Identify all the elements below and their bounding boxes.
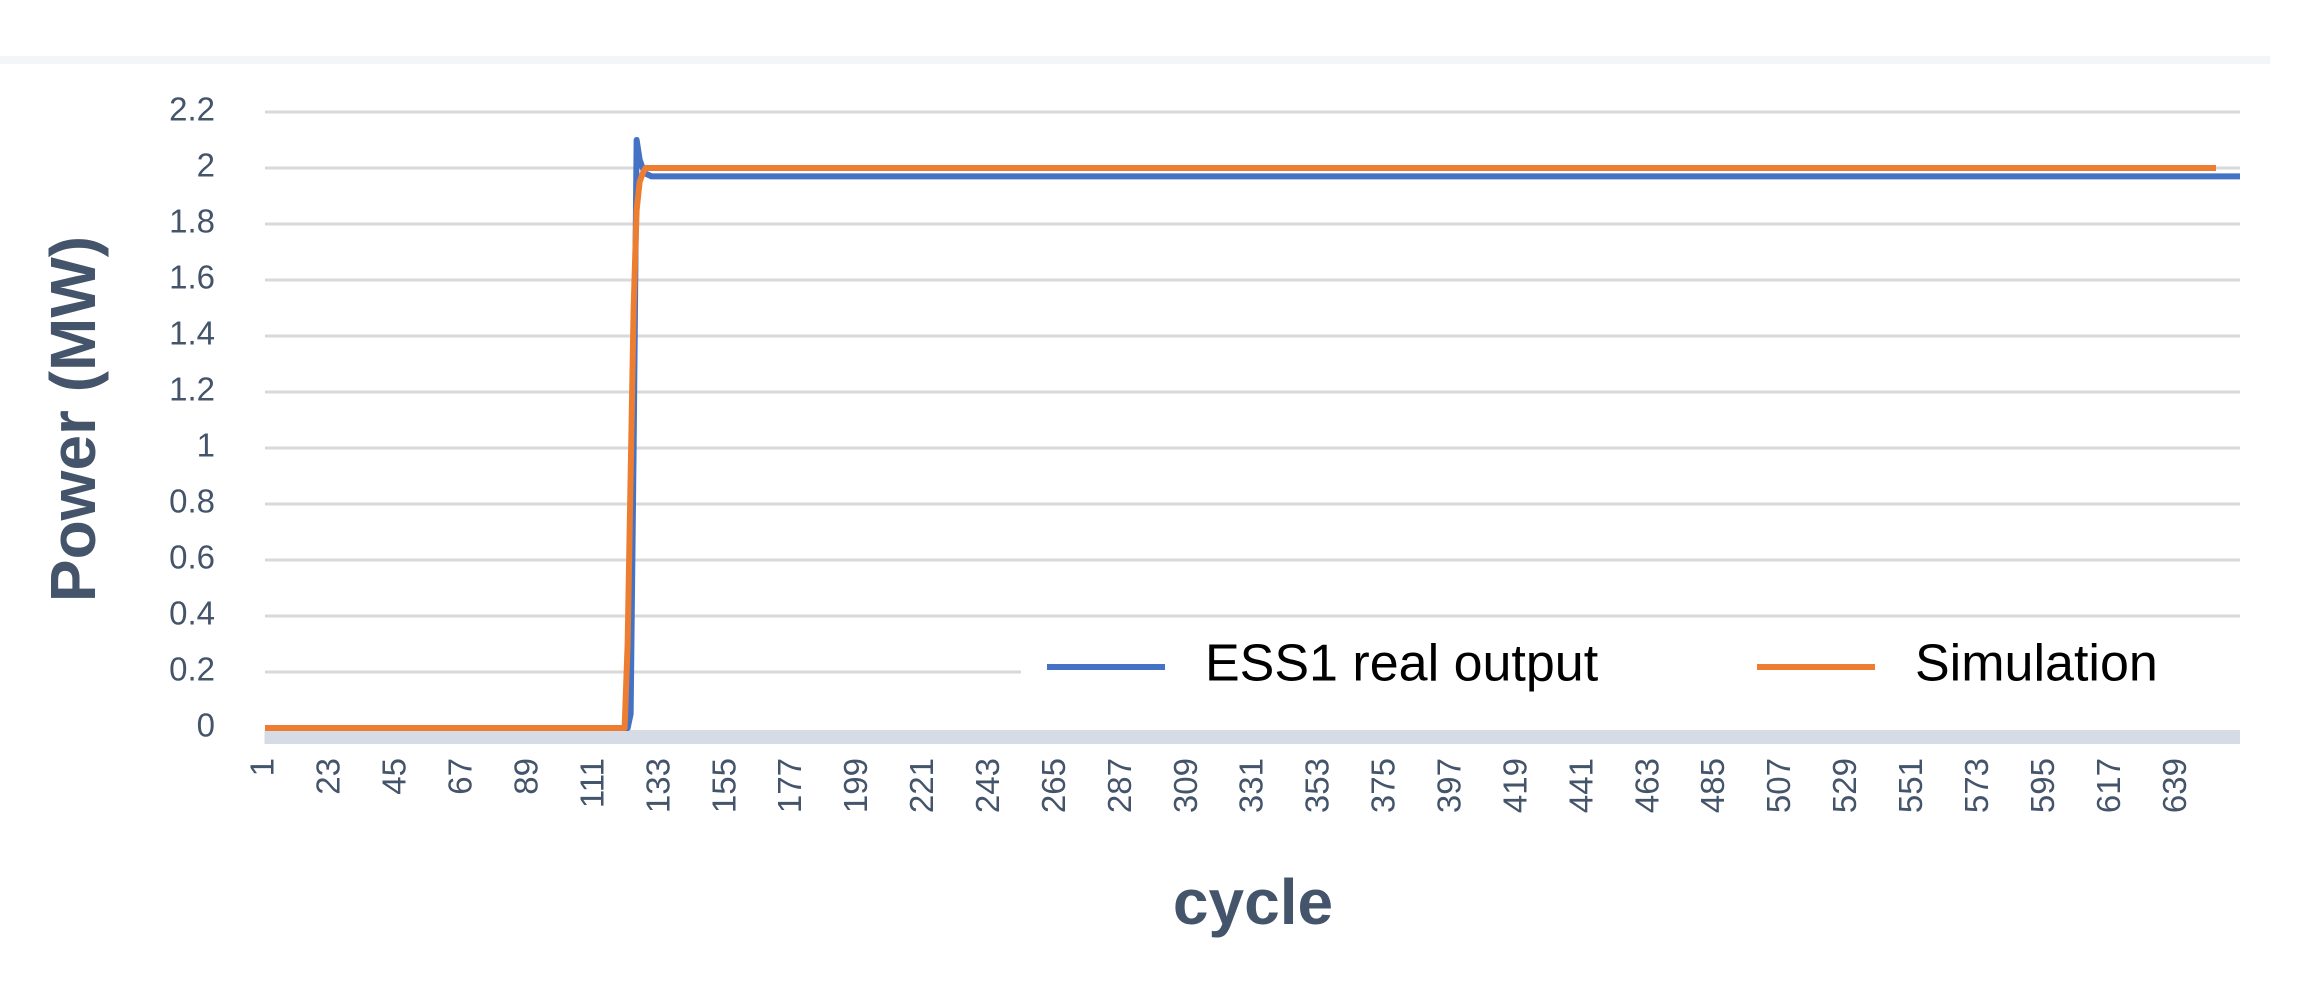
x-tick-label: 45 [376,758,413,795]
x-tick-label: 397 [1431,758,1468,813]
y-tick-label: 1 [197,427,215,464]
x-tick-label: 177 [771,758,808,813]
y-tick-label: 0.2 [169,651,215,688]
legend-label: ESS1 real output [1205,635,1599,693]
x-tick-label: 1 [244,758,281,776]
x-tick-label: 485 [1694,758,1731,813]
x-tick-label: 287 [1101,758,1138,813]
y-tick-label: 0.4 [169,595,215,632]
y-tick-label: 0.6 [169,539,215,576]
x-tick-label: 441 [1562,758,1599,813]
x-tick-label: 67 [442,758,479,795]
y-tick-label: 0.8 [169,483,215,520]
x-tick-label: 243 [969,758,1006,813]
x-tick-label: 529 [1826,758,1863,813]
x-tick-label: 331 [1233,758,1270,813]
x-tick-label: 309 [1167,758,1204,813]
x-tick-label: 353 [1299,758,1336,813]
x-axis-title: cycle [1173,866,1333,938]
x-tick-label: 199 [837,758,874,813]
x-tick-label: 551 [1892,758,1929,813]
x-tick-label: 155 [705,758,742,813]
x-tick-label: 595 [2024,758,2061,813]
x-tick-label: 23 [310,758,347,795]
top-band [0,56,2270,64]
x-tick-label: 617 [2090,758,2127,813]
x-tick-label: 639 [2156,758,2193,813]
y-tick-label: 2 [197,147,215,184]
x-tick-label: 265 [1035,758,1072,813]
legend-box [1021,625,2240,720]
y-tick-label: 2.2 [169,91,215,128]
x-tick-label: 221 [903,758,940,813]
y-tick-label: 1.4 [169,315,215,352]
y-tick-label: 1.2 [169,371,215,408]
x-tick-label: 89 [507,758,544,795]
y-tick-label: 1.6 [169,259,215,296]
x-tick-label: 111 [573,758,610,808]
x-tick-label: 133 [639,758,676,813]
x-tick-label: 507 [1760,758,1797,813]
y-tick-label: 0 [197,707,215,744]
x-axis [265,730,2240,744]
line-series [265,165,2217,731]
y-axis-title: Power (MW) [37,236,109,602]
y-tick-label: 1.8 [169,203,215,240]
x-tick-label: 463 [1628,758,1665,813]
x-tick-label: 573 [1958,758,1995,813]
legend-label: Simulation [1915,635,2158,693]
x-tick-label: 375 [1365,758,1402,813]
x-tick-label: 419 [1496,758,1533,813]
